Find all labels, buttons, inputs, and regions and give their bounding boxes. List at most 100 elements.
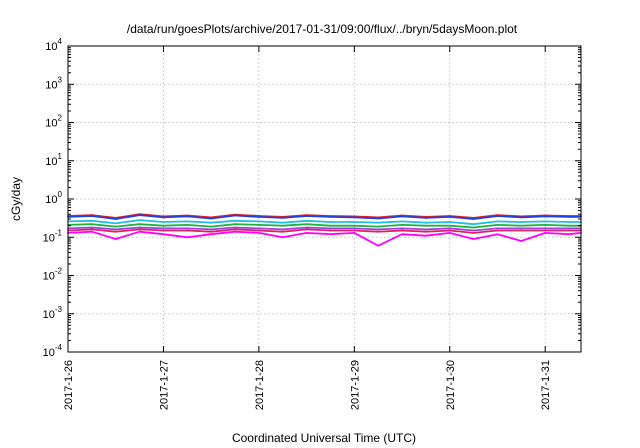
- data-point: [281, 228, 284, 231]
- data-point: [234, 223, 236, 226]
- data-point: [305, 231, 308, 234]
- data-point: [257, 224, 260, 226]
- data-point: [520, 229, 523, 232]
- data-point: [425, 224, 427, 227]
- data-point: [210, 217, 213, 220]
- data-point: [329, 229, 332, 232]
- data-point: [425, 228, 427, 231]
- data-point: [90, 226, 93, 229]
- series: [67, 228, 582, 234]
- data-point: [544, 220, 547, 223]
- data-point: [329, 216, 332, 218]
- data-point: [162, 224, 165, 227]
- data-point: [568, 216, 570, 218]
- series: [67, 226, 582, 232]
- data-point: [138, 219, 141, 222]
- data-point: [90, 223, 93, 226]
- data-point: [138, 228, 141, 231]
- data-point: [305, 215, 308, 217]
- data-point: [472, 223, 475, 226]
- data-point: [568, 227, 570, 230]
- data-point: [377, 225, 380, 228]
- data-point: [210, 228, 213, 231]
- data-point: [425, 221, 427, 224]
- data-point: [210, 221, 213, 224]
- data-point: [568, 224, 570, 227]
- data-point: [114, 225, 117, 228]
- data-point: [234, 226, 236, 229]
- data-point: [305, 223, 308, 226]
- data-point: [210, 233, 213, 236]
- x-tick-label: 2017-1-26: [63, 360, 75, 410]
- data-point: [329, 227, 332, 230]
- chart-title: /data/run/goesPlots/archive/2017-01-31/0…: [127, 22, 518, 36]
- x-tick-label: 2017-1-27: [158, 360, 170, 410]
- data-point: [90, 219, 93, 222]
- data-point: [186, 220, 189, 223]
- data-point: [425, 217, 427, 219]
- data-point: [544, 215, 547, 218]
- data-point: [353, 229, 356, 232]
- data-point: [186, 227, 189, 230]
- data-point: [186, 229, 189, 232]
- data-point: [401, 233, 403, 236]
- data-point: [448, 224, 451, 227]
- data-point: [210, 230, 213, 233]
- data-point: [257, 216, 260, 218]
- data-point: [377, 244, 380, 247]
- data-point: [496, 224, 499, 226]
- data-point: [305, 228, 308, 231]
- data-point: [186, 224, 189, 226]
- series: [67, 214, 582, 220]
- data-point: [496, 215, 499, 217]
- series-line: [67, 230, 582, 247]
- data-point: [496, 233, 499, 236]
- data-point: [520, 224, 523, 227]
- data-point: [496, 227, 499, 230]
- data-point: [162, 221, 165, 223]
- data-point: [472, 226, 475, 229]
- data-point: [520, 221, 523, 223]
- data-point: [114, 230, 117, 233]
- x-tick-label: 2017-1-30: [445, 360, 457, 410]
- data-point: [353, 224, 356, 227]
- data-point: [568, 229, 570, 232]
- data-point: [401, 229, 403, 232]
- data-point: [114, 238, 117, 240]
- data-point: [377, 221, 380, 224]
- data-point: [114, 218, 117, 220]
- data-point: [234, 219, 236, 222]
- x-axis-label: Coordinated Universal Time (UTC): [232, 431, 416, 445]
- data-point: [472, 218, 475, 220]
- data-point: [210, 225, 213, 228]
- data-point: [544, 231, 547, 234]
- data-point: [114, 222, 117, 225]
- data-point: [520, 240, 523, 242]
- data-point: [257, 227, 260, 230]
- series: [67, 219, 582, 226]
- series: [67, 223, 582, 229]
- series-line: [67, 219, 581, 226]
- data-point: [138, 230, 141, 233]
- data-point: [496, 229, 499, 232]
- data-point: [353, 231, 356, 234]
- y-tick-label: 103: [45, 75, 62, 91]
- y-axis-label: cGy/day: [9, 177, 23, 221]
- grid: [67, 45, 581, 353]
- data-point: [472, 231, 475, 234]
- data-point: [401, 215, 403, 218]
- data-point: [544, 229, 547, 232]
- data-point: [353, 227, 356, 230]
- data-point: [234, 228, 236, 231]
- y-tick-label: 100: [45, 190, 62, 206]
- data-point: [281, 230, 284, 233]
- data-point: [138, 223, 141, 226]
- data-point: [281, 224, 284, 227]
- data-point: [281, 221, 284, 224]
- series: [67, 230, 582, 247]
- data-point: [186, 215, 189, 218]
- y-tick-label: 102: [45, 114, 62, 130]
- data-point: [305, 226, 308, 229]
- data-point: [544, 227, 547, 230]
